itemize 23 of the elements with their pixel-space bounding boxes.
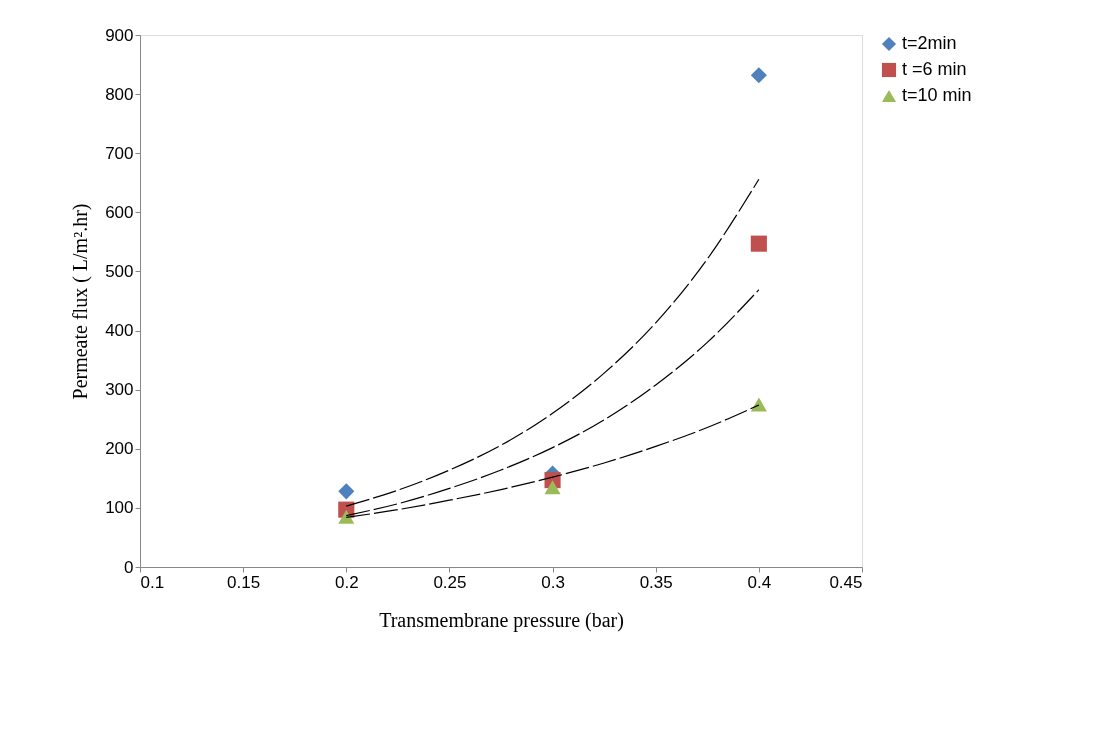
y-tick-label: 300 bbox=[105, 380, 134, 400]
x-tick-label: 0.4 bbox=[747, 572, 772, 592]
x-tick-label: 0.35 bbox=[639, 572, 673, 592]
y-tick-label: 700 bbox=[105, 143, 134, 163]
y-tick-label: 800 bbox=[105, 84, 134, 104]
legend-label: t=2min bbox=[902, 33, 957, 53]
y-tick-label: 200 bbox=[105, 439, 134, 459]
legend-label: t=10 min bbox=[902, 85, 972, 105]
x-tick-label: 0.45 bbox=[829, 572, 863, 592]
y-axis-title: Permeate flux ( L/m².hr) bbox=[69, 203, 93, 400]
y-tick-label: 100 bbox=[105, 498, 134, 518]
y-tick-label: 500 bbox=[105, 261, 134, 281]
x-axis-title: Transmembrane pressure (bar) bbox=[379, 608, 624, 632]
x-tick-label: 0.2 bbox=[334, 572, 359, 592]
legend-label: t =6 min bbox=[902, 59, 967, 79]
y-tick-label: 0 bbox=[124, 557, 134, 577]
y-tick-label: 900 bbox=[105, 25, 134, 45]
x-tick-label: 0.1 bbox=[140, 572, 165, 592]
x-tick-label: 0.3 bbox=[541, 572, 565, 592]
x-tick-label: 0.15 bbox=[227, 572, 261, 592]
y-tick-label: 400 bbox=[105, 321, 134, 341]
x-tick-label: 0.25 bbox=[433, 572, 467, 592]
y-tick-label: 600 bbox=[105, 202, 134, 222]
